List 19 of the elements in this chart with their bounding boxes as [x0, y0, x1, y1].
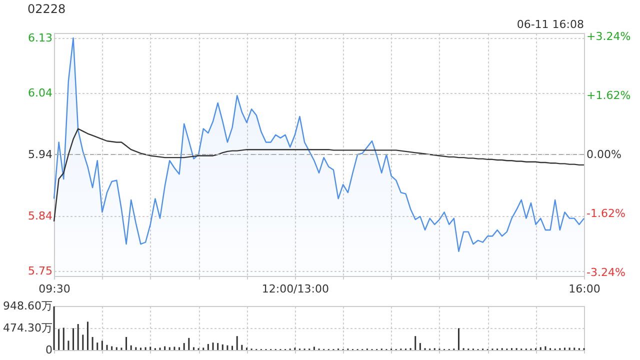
y2-tick-label: +1.62% [586, 88, 631, 102]
y-tick-label: 948.60万 [3, 300, 52, 312]
x-tick-label: 16:00 [568, 282, 600, 296]
x-tick-label: 12:00/13:00 [262, 282, 329, 296]
y2-tick-label: 0.00% [586, 148, 622, 161]
y-tick-label: 6.04 [28, 86, 52, 100]
y2-tick-label: -3.24% [586, 266, 626, 280]
y-tick-label: 5.94 [28, 148, 52, 161]
y2-tick-label: -1.62% [586, 207, 626, 220]
y-tick-label: 0 [46, 344, 52, 356]
y-tick-label: 5.75 [28, 264, 52, 278]
line-series [53, 128, 585, 222]
y2-tick-label: +3.24% [586, 30, 631, 43]
y-tick-label: 6.13 [28, 31, 52, 44]
chart-title: 02228 [28, 2, 66, 16]
y-tick-label: 474.30万 [3, 322, 52, 334]
x-tick-label: 09:30 [38, 282, 70, 296]
y-tick-label: 5.84 [28, 209, 52, 222]
text: 06-11 16:08 [516, 18, 584, 31]
